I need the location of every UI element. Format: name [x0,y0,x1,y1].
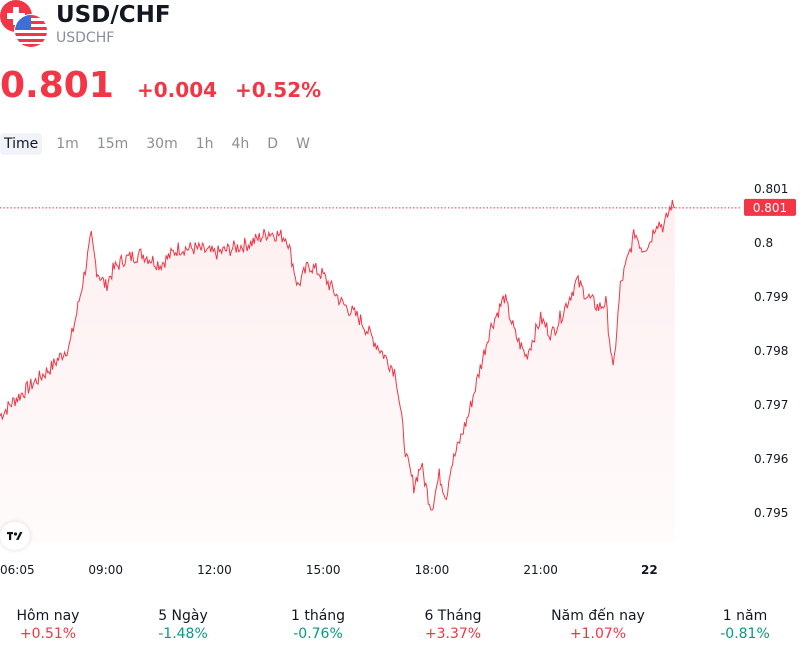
x-tick-label: 15:00 [306,563,341,577]
performance-item[interactable]: Hôm nay +0.51% [0,608,103,642]
y-tick-label: 0.8 [754,236,773,250]
price-change-percent: +0.52% [235,78,322,102]
tradingview-logo[interactable] [0,522,30,550]
current-price: 0.801 [0,65,114,106]
y-tick-label: 0.796 [754,452,788,466]
tab-4h[interactable]: 4h [231,136,250,152]
price-area-fill [0,199,675,542]
y-tick-label: 0.799 [754,290,788,304]
y-tick-label: 0.798 [754,344,788,358]
performance-value: +1.07% [569,626,627,642]
last-price-label: 0.801 [753,201,787,215]
x-tick-label: 21:00 [523,563,558,577]
currency-flags-icon [0,0,48,48]
x-tick-label: 09:00 [88,563,123,577]
performance-label: Hôm nay [16,608,80,624]
performance-item[interactable]: 6 Tháng +3.37% [398,608,508,642]
performance-value: -0.81% [720,626,770,642]
y-tick-label: 0.797 [754,398,788,412]
tab-1m[interactable]: 1m [56,136,79,152]
performance-item[interactable]: 1 năm -0.81% [690,608,800,642]
performance-bar: Hôm nay +0.51% 5 Ngày -1.48% 1 tháng -0.76% 6 … [0,608,800,652]
last-price-badge [744,198,796,216]
performance-label: 1 năm [722,608,768,624]
x-tick-label: 06:05 [0,563,35,577]
ticker-symbol: USDCHF [56,30,115,46]
performance-label: Năm đến nay [551,608,645,624]
tradingview-icon [7,532,23,540]
performance-item[interactable]: Năm đến nay +1.07% [543,608,653,642]
x-tick-label: 12:00 [197,563,232,577]
performance-item[interactable]: 5 Ngày -1.48% [128,608,238,642]
price-change: +0.004 [137,78,218,102]
y-tick-label: 0.801 [754,182,788,196]
price-line [0,199,676,511]
performance-item[interactable]: 1 tháng -0.76% [263,608,373,642]
performance-label: 5 Ngày [158,608,208,624]
performance-value: +0.51% [19,626,77,642]
performance-value: +3.37% [424,626,482,642]
tab-w[interactable]: W [296,136,310,152]
tab-time[interactable]: Time [0,133,43,155]
tab-d[interactable]: D [267,136,279,152]
page-title: USD/CHF [56,2,171,28]
x-tick-label: 18:00 [415,563,450,577]
performance-label: 1 tháng [290,608,346,624]
tab-1h[interactable]: 1h [195,136,214,152]
x-tick-label: 22 [641,563,658,577]
price-chart[interactable]: 0.801 0.801 0.8 0.799 0.798 0.797 0.796 0.795 06… [0,170,800,590]
performance-value: -1.48% [158,626,208,642]
performance-label: 6 Tháng [424,608,482,624]
timeframe-tabs: Time 1m 15m 30m 1h 4h D W [0,132,324,156]
tab-15m[interactable]: 15m [96,136,129,152]
tab-30m[interactable]: 30m [146,136,178,152]
y-tick-label: 0.795 [754,506,788,520]
performance-value: -0.76% [293,626,343,642]
